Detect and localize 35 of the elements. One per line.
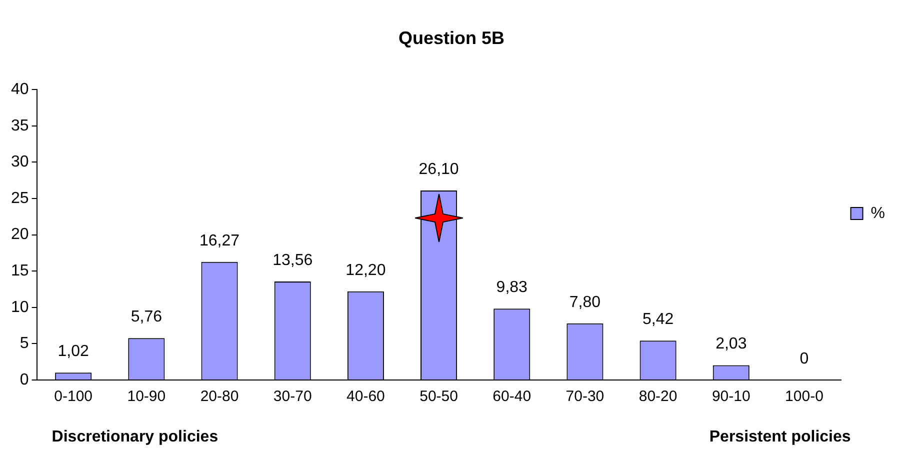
y-tick-label: 10 (11, 298, 29, 316)
x-tick-label: 50-50 (420, 388, 458, 406)
data-label: 7,80 (569, 294, 601, 311)
data-label: 1,02 (58, 343, 90, 360)
x-tick-label: 60-40 (492, 388, 532, 406)
x-tick-label: 100-0 (785, 388, 824, 406)
data-label: 5,42 (642, 311, 674, 328)
chart-title: Question 5B (398, 28, 505, 48)
x-tick-label: 0-100 (54, 388, 93, 406)
data-label: 26,10 (418, 160, 459, 178)
x-tick-label: 40-60 (346, 388, 385, 406)
x-tick-label: 80-20 (638, 388, 678, 406)
y-tick-label: 15 (11, 262, 29, 280)
y-tick-label: 5 (20, 335, 29, 352)
y-tick-label: 25 (11, 190, 29, 207)
x-tick-label: 10-90 (127, 388, 166, 406)
y-tick-label: 0 (20, 371, 29, 388)
data-label: 2,03 (716, 336, 747, 353)
data-label: 12,20 (346, 262, 386, 279)
x-tick-label: 90-10 (712, 388, 750, 406)
data-label: 13,56 (272, 252, 313, 269)
data-label: 9,83 (496, 279, 528, 296)
y-tick-label: 40 (11, 81, 29, 98)
text: Discretionary policies (52, 428, 218, 446)
data-label: 0 (800, 350, 809, 368)
text: Persistent policies (709, 428, 851, 446)
y-tick-label: 35 (11, 117, 29, 134)
data-label: 5,76 (130, 308, 162, 326)
x-tick-label: 20-80 (200, 388, 239, 406)
x-tick-label: 70-30 (566, 388, 604, 406)
x-tick-label: 30-70 (273, 388, 312, 406)
legend-label: % (870, 204, 886, 222)
y-tick-label: 30 (11, 154, 29, 171)
y-tick-label: 20 (11, 226, 29, 244)
data-label: 16,27 (199, 232, 240, 250)
